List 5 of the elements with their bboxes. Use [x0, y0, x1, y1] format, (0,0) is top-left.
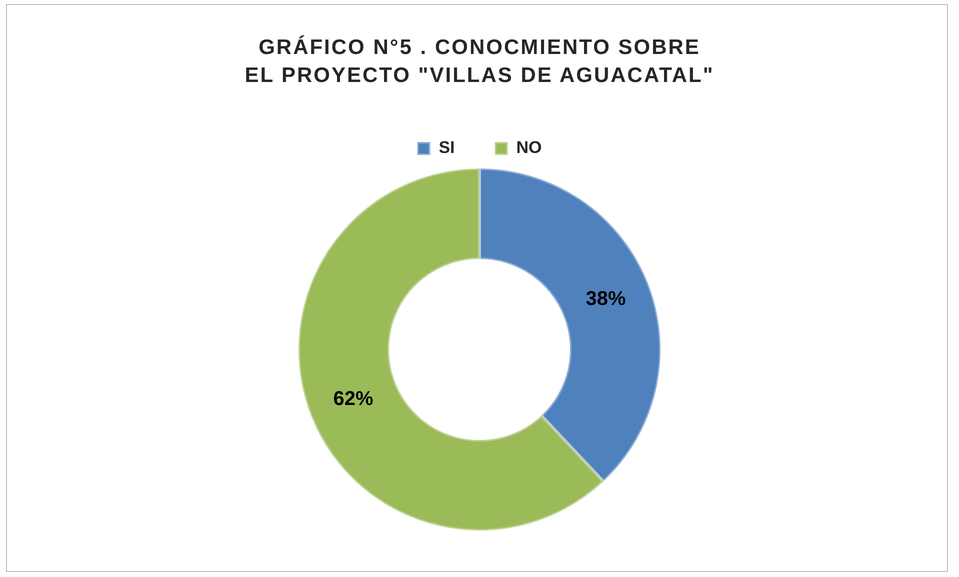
data-label: 62% [333, 388, 374, 410]
chart-title: GRÁFICO N°5 . CONOCMIENTO SOBRE EL PROYECTO "VILLAS DE AGUACATAL" [244, 34, 714, 89]
data-label: 38% [586, 288, 626, 310]
legend-label: NO [516, 138, 542, 158]
legend-label: SI [438, 138, 455, 158]
